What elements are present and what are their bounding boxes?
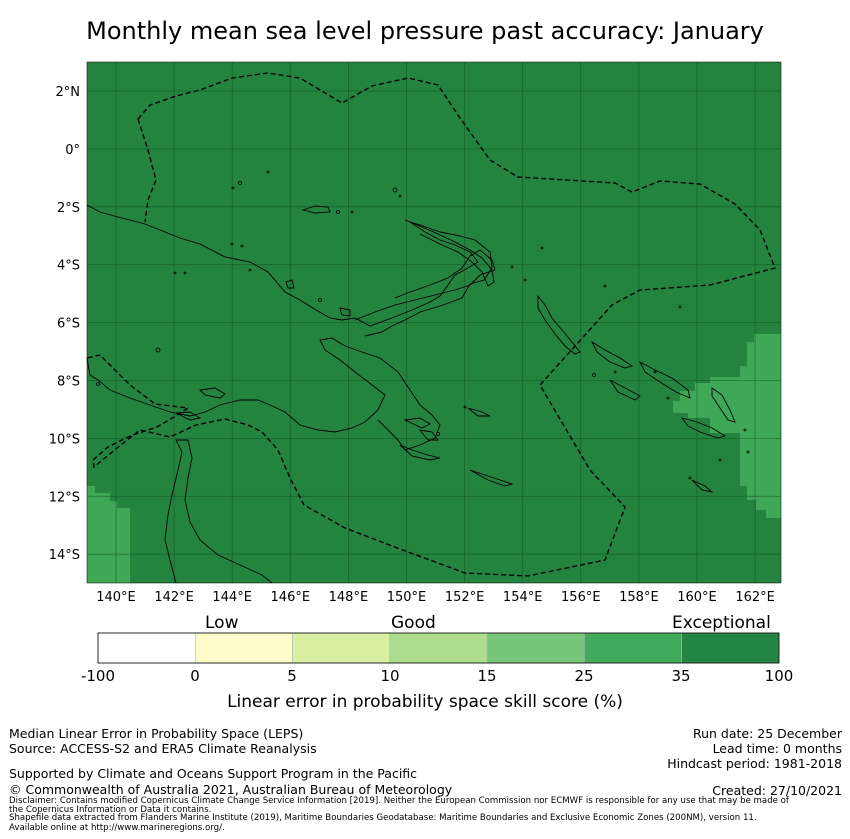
shapefile-line-2: Available online at http://www.marinereg… bbox=[9, 823, 225, 833]
colorbar-segment bbox=[292, 632, 391, 664]
footer-support: Supported by Climate and Oceans Support … bbox=[9, 766, 418, 781]
lon-tick-label: 162°E bbox=[735, 590, 775, 605]
eez-boundary-north bbox=[137, 118, 157, 223]
shapefile-line-1: Shapefile data extracted from Flanders M… bbox=[9, 813, 757, 823]
legend-low: Low bbox=[205, 613, 239, 633]
lon-tick-label: 140°E bbox=[96, 590, 136, 605]
colorbar-tick-label: 15 bbox=[477, 667, 497, 685]
colorbar-tick-label: 100 bbox=[764, 667, 794, 685]
small-islands bbox=[96, 170, 750, 480]
lon-tick-label: 146°E bbox=[271, 590, 311, 605]
footer-copyright: © Commonwealth of Australia 2021, Austra… bbox=[9, 782, 453, 797]
latitude-axis: 2°N 0° 2°S 4°S 6°S 8°S 10°S 12°S 14°S bbox=[49, 85, 80, 563]
colorbar-segment bbox=[389, 632, 488, 664]
lat-tick-label: 10°S bbox=[49, 432, 80, 447]
colorbar-tick-label: -100 bbox=[80, 667, 116, 685]
footer-source: Source: ACCESS-S2 and ERA5 Climate Reana… bbox=[9, 741, 317, 756]
lat-tick-label: 2°S bbox=[57, 201, 80, 216]
colorbar-segment bbox=[584, 632, 683, 664]
colorbar-frame bbox=[97, 632, 780, 664]
hindcast-period: Hindcast period: 1981-2018 bbox=[667, 756, 842, 771]
lon-tick-label: 142°E bbox=[154, 590, 194, 605]
legend-exceptional: Exceptional bbox=[672, 613, 771, 633]
disclaimer-line-1: Disclaimer: Contains modified Copernicus… bbox=[9, 796, 789, 806]
colorbar-segment bbox=[486, 632, 585, 664]
lon-tick-label: 144°E bbox=[212, 590, 252, 605]
colorbar-tick-label: 5 bbox=[287, 667, 297, 685]
longitude-axis: 140°E 142°E 144°E 146°E 148°E 150°E 152°E 154°E… bbox=[96, 590, 775, 605]
colorbar-axis-label: Linear error in probability space skill … bbox=[227, 692, 623, 712]
lon-tick-label: 156°E bbox=[561, 590, 601, 605]
lat-tick-label: 14°S bbox=[49, 548, 80, 563]
lat-tick-label: 6°S bbox=[57, 317, 80, 332]
colorbar-segment bbox=[194, 632, 293, 664]
lat-tick-label: 8°S bbox=[57, 375, 80, 390]
colorbar-tick-label: 25 bbox=[574, 667, 594, 685]
footer-method: Median Linear Error in Probability Space… bbox=[9, 726, 304, 741]
lat-tick-label: 4°S bbox=[57, 259, 80, 274]
lon-tick-label: 152°E bbox=[445, 590, 485, 605]
lon-tick-label: 154°E bbox=[503, 590, 543, 605]
skill-zone-east bbox=[673, 334, 781, 518]
run-date: Run date: 25 December bbox=[692, 726, 842, 741]
created-date: Created: 27/10/2021 bbox=[712, 783, 842, 798]
lead-time: Lead time: 0 months bbox=[712, 741, 842, 756]
lat-tick-label: 0° bbox=[65, 143, 80, 158]
skill-zone-southwest bbox=[87, 486, 130, 583]
colorbar bbox=[97, 632, 780, 664]
colorbar-tick-label: 0 bbox=[190, 667, 200, 685]
lat-tick-label: 2°N bbox=[56, 85, 81, 100]
colorbar-segment bbox=[97, 632, 196, 664]
lon-tick-label: 150°E bbox=[387, 590, 427, 605]
lon-tick-label: 160°E bbox=[677, 590, 717, 605]
colorbar-segment bbox=[681, 632, 780, 664]
map-title: Monthly mean sea level pressure past acc… bbox=[86, 17, 764, 45]
colorbar-tick-label: 35 bbox=[671, 667, 691, 685]
colorbar-tick-label: 10 bbox=[380, 667, 400, 685]
lat-tick-label: 12°S bbox=[49, 490, 80, 505]
disclaimer-line-2: the Copernicus Information or Data it co… bbox=[9, 805, 212, 815]
map-frame bbox=[86, 61, 782, 584]
lon-tick-label: 158°E bbox=[619, 590, 659, 605]
lon-tick-label: 148°E bbox=[329, 590, 369, 605]
coastlines bbox=[86, 204, 736, 584]
graticule bbox=[87, 62, 781, 583]
legend-good: Good bbox=[391, 613, 436, 633]
